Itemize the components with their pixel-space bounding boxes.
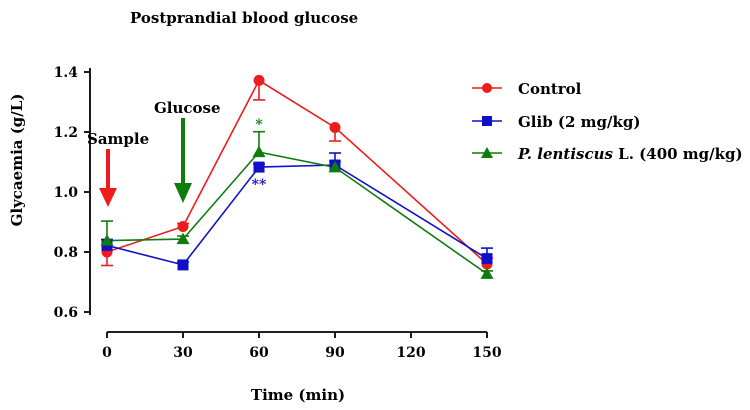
point-glib <box>177 259 189 271</box>
legend-item-lentiscus: P. lentiscus L. (400 mg/kg) <box>472 145 743 163</box>
legend-item-glib: Glib (2 mg/kg) <box>472 113 641 131</box>
point-control <box>177 221 189 232</box>
legend-marker-lentiscus <box>481 147 493 158</box>
y-tick-label: 0.8 <box>54 245 78 261</box>
x-tick-label: 0 <box>102 345 112 361</box>
sample-arrow-head <box>99 188 117 207</box>
legend: Control Glib (2 mg/kg) P. lentiscus L. (… <box>472 80 743 163</box>
legend-item-control: Control <box>472 80 582 98</box>
y-tick-label: 1.0 <box>54 185 79 201</box>
series-markers <box>100 74 494 279</box>
legend-label-lentiscus-rest: L. (400 mg/kg) <box>613 145 743 163</box>
line-glib <box>106 164 488 266</box>
chart-title: Postprandial blood glucose <box>130 9 358 27</box>
legend-marker-glib <box>482 116 492 126</box>
x-ticks: 0 30 60 90 120 150 <box>102 332 502 361</box>
y-tick-label: 0.6 <box>54 305 78 321</box>
legend-marker-control <box>482 83 492 93</box>
significance-star-lentiscus: * <box>255 117 263 133</box>
x-axis-label: Time (min) <box>251 386 345 404</box>
sample-label: Sample <box>87 130 149 148</box>
significance-star-glib: ** <box>252 177 267 193</box>
y-axis-label: Glycaemia (g/L) <box>8 94 26 227</box>
point-glib <box>481 253 493 265</box>
axes <box>89 68 487 333</box>
point-lentiscus <box>252 145 266 158</box>
glucose-annotation: Glucose <box>154 99 221 203</box>
y-ticks: 0.6 0.8 1.0 1.2 1.4 <box>54 65 90 321</box>
x-tick-label: 150 <box>472 345 501 361</box>
legend-label-lentiscus-italic: P. lentiscus <box>517 145 613 163</box>
x-tick-label: 90 <box>325 345 345 361</box>
legend-label-control: Control <box>518 80 582 98</box>
glucose-label: Glucose <box>154 99 221 117</box>
x-tick-label: 120 <box>396 345 425 361</box>
point-control <box>253 74 265 86</box>
legend-label-lentiscus: P. lentiscus L. (400 mg/kg) <box>517 145 743 163</box>
point-glib <box>253 161 265 173</box>
point-lentiscus <box>328 160 342 173</box>
y-tick-label: 1.2 <box>54 125 78 141</box>
point-lentiscus <box>176 232 190 245</box>
point-lentiscus <box>480 267 494 279</box>
x-tick-label: 60 <box>249 345 269 361</box>
point-lentiscus <box>100 234 114 246</box>
legend-label-glib: Glib (2 mg/kg) <box>518 113 641 131</box>
sample-annotation: Sample <box>87 130 149 207</box>
x-tick-label: 30 <box>173 345 193 361</box>
glucose-arrow-head <box>174 183 192 203</box>
y-tick-label: 1.4 <box>54 65 79 81</box>
point-control <box>329 122 341 133</box>
